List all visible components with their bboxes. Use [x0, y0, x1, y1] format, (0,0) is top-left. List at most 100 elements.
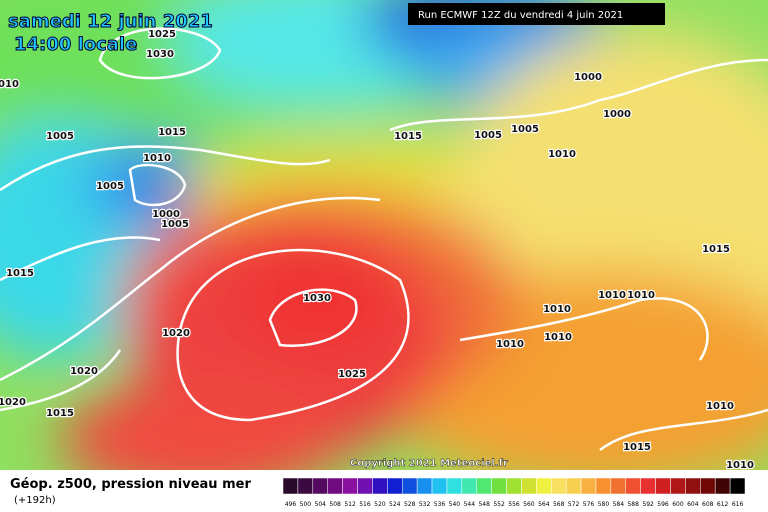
- isobar-label: 1020: [70, 366, 98, 377]
- isobar-label: 1010: [726, 460, 754, 471]
- scale-swatch: [387, 477, 403, 495]
- scale-label: 544: [464, 501, 476, 508]
- isobar-label: 1000: [152, 209, 180, 220]
- scale-label: 516: [359, 501, 371, 508]
- scale-label: 564: [538, 501, 550, 508]
- scale-swatch: [595, 477, 612, 495]
- valid-date: samedi 12 juin 2021: [8, 11, 213, 32]
- isobar-label: 1020: [0, 397, 26, 408]
- scale-label: 552: [493, 501, 505, 508]
- scale-label: 612: [717, 501, 729, 508]
- scale-swatch: [685, 477, 701, 495]
- isobar-label: 1005: [511, 124, 539, 135]
- scale-swatch: [506, 477, 522, 495]
- scale-swatch: [461, 477, 477, 495]
- scale-swatch: [342, 477, 358, 495]
- scale-label: 540: [449, 501, 461, 508]
- isobar-label: 1005: [46, 131, 74, 142]
- isobar-label: 1010: [544, 332, 572, 343]
- scale-label: 576: [583, 501, 595, 508]
- scale-swatch: [714, 477, 731, 495]
- isobar-label: 1010: [598, 290, 626, 301]
- scale-label: 608: [702, 501, 714, 508]
- scale-swatch: [297, 477, 314, 495]
- scale-swatch: [476, 477, 492, 495]
- scale-swatch: [416, 477, 433, 495]
- scale-label: 588: [627, 501, 639, 508]
- isobar-label: 1030: [146, 49, 174, 60]
- isobar-label: 1010: [143, 153, 171, 164]
- scale-label: 556: [508, 501, 520, 508]
- copyright: Copyright 2021 Meteociel.fr: [350, 458, 508, 469]
- isobar-label: 1005: [161, 219, 189, 230]
- scale-label: 504: [315, 501, 327, 508]
- scale-label: 592: [642, 501, 654, 508]
- isobars: [0, 27, 768, 452]
- scale-swatch: [655, 477, 671, 495]
- isobar-label: 1000: [574, 72, 602, 83]
- scale-swatch: [729, 477, 746, 495]
- scale-swatch: [357, 477, 373, 495]
- run-info: Run ECMWF 12Z du vendredi 4 juin 2021: [418, 10, 623, 21]
- map-title: Géop. z500, pression niveau mer: [10, 477, 251, 492]
- scale-label: 560: [523, 501, 535, 508]
- isobar-label: 1020: [162, 328, 190, 339]
- scale-label: 548: [478, 501, 490, 508]
- scale-label: 524: [389, 501, 401, 508]
- scale-label: 596: [657, 501, 669, 508]
- scale-swatch: [431, 477, 448, 495]
- scale-swatch: [565, 477, 582, 495]
- scale-swatch: [536, 477, 552, 495]
- isobar-label: 1015: [6, 268, 34, 279]
- isobar-label: 1005: [96, 181, 124, 192]
- scale-label: 496: [285, 501, 297, 508]
- scale-label: 532: [419, 501, 431, 508]
- scale-swatch: [372, 477, 388, 495]
- scale-label: 520: [374, 501, 386, 508]
- isobar-label: 1005: [474, 130, 502, 141]
- isobar-label: 1015: [702, 244, 730, 255]
- valid-time: 14:00 locale: [14, 34, 137, 55]
- scale-swatch: [610, 477, 627, 495]
- isobar-label: 1025: [338, 369, 366, 380]
- scale-swatch: [551, 477, 567, 495]
- scale-label: 616: [732, 501, 744, 508]
- scale-label: 536: [434, 501, 446, 508]
- scale-swatch: [401, 477, 418, 495]
- scale-label: 584: [613, 501, 625, 508]
- scale-label: 500: [300, 501, 312, 508]
- isobar-label: 1015: [46, 408, 74, 419]
- scale-swatch: [282, 477, 299, 495]
- scale-swatch: [700, 477, 716, 495]
- scale-swatch: [327, 477, 343, 495]
- isobar-label: 1010: [543, 304, 571, 315]
- isobar-label: 1010: [627, 290, 655, 301]
- isobar-label: 1015: [394, 131, 422, 142]
- isobar-label: 1010: [706, 401, 734, 412]
- scale-swatch: [491, 477, 507, 495]
- scale-swatch: [625, 477, 641, 495]
- lead-time: (+192h): [14, 495, 56, 506]
- scale-swatch: [521, 477, 537, 495]
- isobar-label: 1010: [548, 149, 576, 160]
- scale-swatch: [640, 477, 656, 495]
- scale-label: 572: [568, 501, 580, 508]
- isobar-label: 1015: [623, 442, 651, 453]
- scale-swatch: [670, 477, 686, 495]
- scale-label: 508: [329, 501, 341, 508]
- scale-swatch: [580, 477, 597, 495]
- isobar-label: 1010: [496, 339, 524, 350]
- isobar-label: 1030: [303, 293, 331, 304]
- scale-label: 604: [687, 501, 699, 508]
- isobar-label: 1000: [603, 109, 631, 120]
- scale-label: 512: [344, 501, 356, 508]
- field: [0, 0, 768, 470]
- scale-label: 568: [553, 501, 565, 508]
- scale-label: 600: [672, 501, 684, 508]
- scale-label: 580: [598, 501, 610, 508]
- scale-swatch: [446, 477, 463, 495]
- isobar-label: 1025: [148, 29, 176, 40]
- isobar-label: 1010: [0, 79, 19, 90]
- isobar-label: 1015: [158, 127, 186, 138]
- scale-swatch: [312, 477, 328, 495]
